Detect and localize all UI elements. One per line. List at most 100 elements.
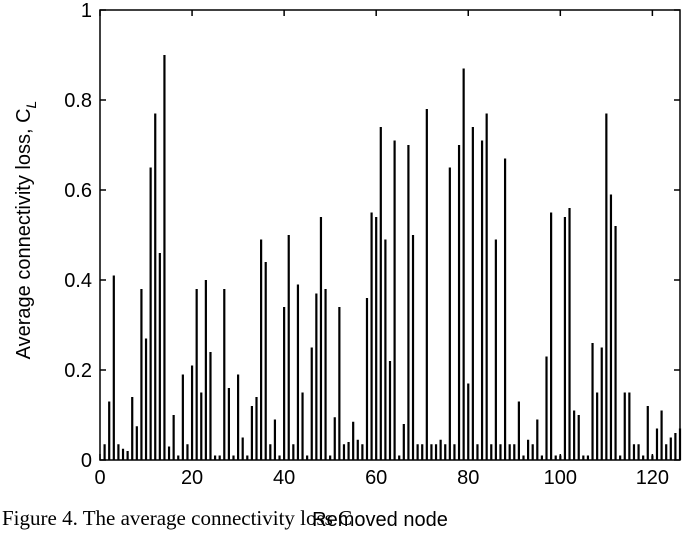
bar: [338, 307, 341, 460]
x-tick-label: 100: [544, 467, 577, 489]
bar: [356, 439, 359, 460]
bar: [669, 437, 672, 460]
bar: [154, 113, 157, 460]
x-axis-label: Removed node: [312, 509, 448, 531]
bar: [296, 284, 300, 460]
bar: [453, 444, 456, 460]
bar: [342, 444, 346, 460]
bar: [227, 388, 230, 460]
bar: [278, 455, 281, 460]
bar: [379, 127, 382, 460]
bar: [273, 419, 277, 460]
bar: [329, 455, 332, 460]
bar: [144, 338, 148, 460]
bar: [218, 455, 221, 460]
bar: [260, 239, 263, 460]
bar: [642, 455, 645, 460]
x-tick-label: 20: [181, 467, 203, 489]
bar: [508, 444, 511, 460]
bar: [370, 212, 373, 460]
bar: [609, 194, 613, 460]
bar: [361, 444, 364, 460]
bar: [540, 455, 544, 460]
tick-labels: 0 20 40 60 80 100 120 0 0.2 0.4 0.6 0.8 1: [64, 0, 669, 489]
bar: [674, 433, 677, 460]
bar: [121, 448, 125, 460]
bar: [301, 392, 304, 460]
bar: [319, 217, 323, 460]
bar: [480, 140, 484, 460]
bar: [554, 455, 557, 460]
bar: [614, 226, 617, 460]
bar: [163, 55, 166, 460]
bar: [250, 406, 254, 460]
bar: [605, 113, 608, 460]
bar: [596, 392, 599, 460]
bar: [402, 424, 405, 460]
bar: [646, 406, 649, 460]
bar: [517, 401, 520, 460]
bar: [149, 167, 152, 460]
y-axis-label-main: Average connectivity loss, C: [13, 108, 35, 359]
bar: [246, 455, 249, 460]
bar: [545, 356, 548, 460]
bar: [223, 289, 226, 460]
bar: [448, 167, 451, 460]
bar: [140, 289, 143, 460]
bar: [407, 145, 410, 460]
bar: [550, 212, 553, 460]
bar: [411, 235, 415, 460]
bar: [255, 397, 258, 460]
bar: [186, 444, 189, 460]
bar: [425, 109, 428, 460]
bar: [126, 451, 129, 460]
y-tick-label: 0: [81, 450, 92, 472]
bar: [619, 455, 622, 460]
bar: [439, 439, 442, 460]
bar: [503, 158, 507, 460]
bar: [490, 444, 493, 460]
bar: [526, 439, 530, 460]
bar: [637, 444, 640, 460]
bar: [568, 208, 571, 460]
bar: [204, 280, 207, 460]
bar: [388, 361, 392, 460]
bar: [213, 455, 217, 460]
bar: [632, 444, 636, 460]
bar: [232, 455, 235, 460]
bar: [430, 444, 433, 460]
bar: [444, 444, 447, 460]
bar: [485, 113, 488, 460]
bar: [531, 444, 534, 460]
bar: [333, 417, 336, 460]
bar: [471, 127, 474, 460]
x-tick-label: 80: [457, 467, 479, 489]
y-tick-label: 0.4: [64, 270, 92, 292]
bar: [665, 444, 668, 460]
x-tick-label: 0: [94, 467, 105, 489]
y-axis-label-subscript: L: [23, 101, 39, 109]
bar: [209, 352, 212, 460]
bar: [563, 217, 567, 460]
bar: [241, 437, 244, 460]
bar: [365, 298, 369, 460]
bar: [269, 444, 272, 460]
bar: [467, 383, 470, 460]
y-tick-label: 0.2: [64, 360, 92, 382]
bar: [536, 419, 539, 460]
x-tick-label: 60: [365, 467, 387, 489]
bar: [393, 140, 396, 460]
bar: [117, 444, 120, 460]
bar: [398, 455, 401, 460]
bar: [499, 444, 502, 460]
bar: [131, 397, 134, 460]
bar: [310, 347, 313, 460]
bar: [586, 455, 590, 460]
plot-frame: [99, 9, 681, 461]
bar: [190, 365, 194, 460]
bar: [522, 455, 525, 460]
figure-caption: Figure 4. The average connectivity loss …: [2, 506, 353, 530]
bar: [494, 239, 497, 460]
y-tick-label: 1: [81, 0, 92, 22]
bar: [103, 444, 106, 460]
